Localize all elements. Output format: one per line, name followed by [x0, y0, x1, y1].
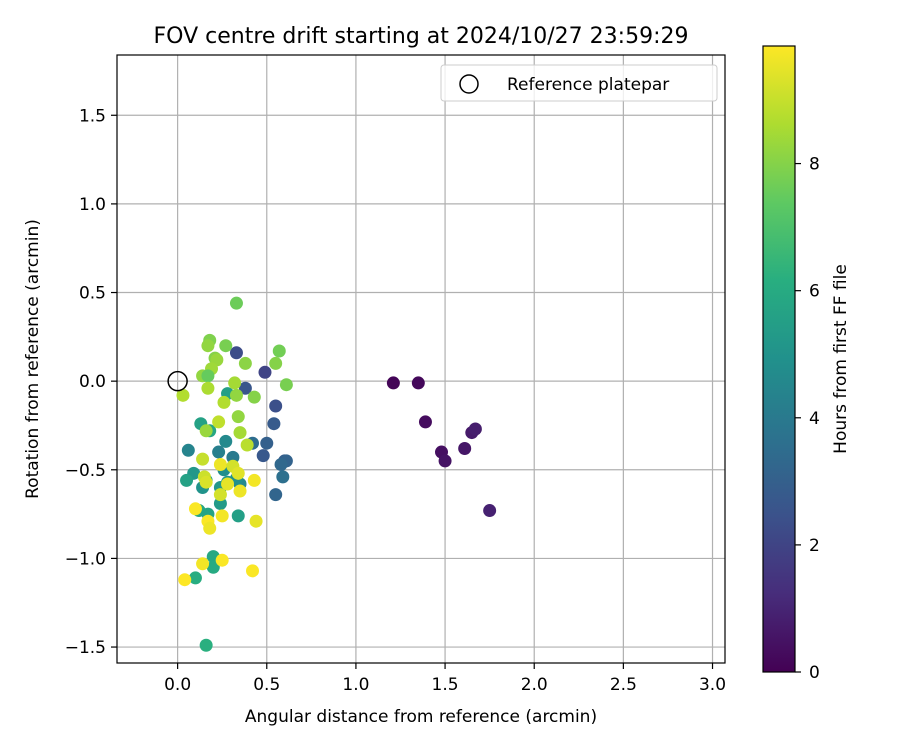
y-tick-label: −1.5	[65, 638, 106, 658]
scatter-point	[238, 381, 252, 395]
colorbar-tick-label: 8	[809, 155, 820, 175]
colorbar-tick-label: 0	[809, 663, 820, 683]
scatter-point	[247, 390, 261, 404]
scatter-point	[219, 434, 233, 448]
scatter-point	[201, 339, 215, 353]
scatter-point	[213, 457, 227, 471]
scatter-points	[176, 296, 497, 652]
y-tick-label: −0.5	[65, 461, 106, 481]
x-tick-label: 1.0	[342, 675, 369, 695]
x-tick-label: 3.0	[699, 675, 726, 695]
scatter-point	[213, 488, 227, 502]
legend: Reference platepar	[440, 64, 718, 102]
scatter-point	[212, 445, 226, 459]
scatter-point	[272, 344, 286, 358]
scatter-point	[438, 454, 452, 468]
y-tick-label: −1.0	[65, 549, 106, 569]
scatter-point	[217, 395, 231, 409]
reference-marker-group	[167, 370, 188, 392]
colorbar-label: Hours from first FF file	[831, 264, 851, 454]
scatter-point	[203, 521, 217, 535]
scatter-point	[269, 356, 283, 370]
x-tick-label: 0.5	[253, 675, 280, 695]
scatter-point	[196, 557, 210, 571]
legend-reference-marker	[459, 74, 479, 94]
scatter-point	[260, 436, 274, 450]
plot-frame	[116, 54, 726, 664]
scatter-point	[231, 410, 245, 424]
scatter-point	[212, 415, 226, 429]
scatter-point	[201, 369, 215, 383]
scatter-point	[201, 381, 215, 395]
x-tick-label: 2.5	[610, 675, 637, 695]
colorbar-tick-label: 2	[809, 536, 820, 556]
scatter-point	[256, 449, 270, 463]
scatter-point	[181, 443, 195, 457]
scatter-point	[240, 438, 254, 452]
scatter-point	[231, 466, 245, 480]
y-tick-label: 0.0	[79, 372, 106, 392]
scatter-point	[219, 339, 233, 353]
scatter-point	[247, 473, 261, 487]
scatter-point	[215, 553, 229, 567]
scatter-point	[233, 484, 247, 498]
scatter-point	[279, 378, 293, 392]
x-axis-ticks: 0.0 0.5 1.0 1.5 2.0 2.5 3.0	[164, 663, 726, 695]
legend-entry-reference: Reference platepar	[507, 75, 669, 95]
scatter-point	[215, 509, 229, 523]
x-tick-label: 0.0	[164, 675, 191, 695]
scatter-point	[276, 470, 290, 484]
scatter-point	[269, 399, 283, 413]
colorbar-tick-label: 4	[809, 409, 820, 429]
scatter-point	[238, 356, 252, 370]
x-axis-label: Angular distance from reference (arcmin)	[245, 707, 597, 727]
scatter-point	[206, 560, 220, 574]
scatter-point	[180, 473, 194, 487]
scatter-point	[221, 477, 235, 491]
colorbar-frame	[762, 45, 796, 673]
scatter-point	[176, 388, 190, 402]
x-tick-label: 2.0	[521, 675, 548, 695]
scatter-point	[411, 376, 425, 390]
scatter-point	[229, 296, 243, 310]
scatter-point	[418, 415, 432, 429]
scatter-point	[458, 442, 472, 456]
scatter-point	[188, 571, 202, 585]
scatter-point	[229, 346, 243, 360]
y-axis-ticks: −1.5 −1.0 −0.5 0.0 0.5 1.0 1.5	[65, 106, 117, 658]
scatter-point	[199, 475, 213, 489]
scatter-point	[233, 426, 247, 440]
y-tick-label: 1.0	[79, 195, 106, 215]
x-tick-label: 1.5	[432, 675, 459, 695]
scatter-point	[228, 376, 242, 390]
legend-box	[440, 64, 718, 102]
scatter-point	[386, 376, 400, 390]
y-axis-label: Rotation from reference (arcmin)	[23, 219, 43, 499]
colorbar-ticks: 0 2 4 6 8	[795, 155, 820, 683]
scatter-point	[468, 422, 482, 436]
reference-platepar-marker	[167, 370, 188, 392]
y-tick-label: 0.5	[79, 284, 106, 304]
scatter-point	[231, 509, 245, 523]
scatter-point	[274, 457, 288, 471]
scatter-point	[483, 504, 497, 518]
scatter-point	[246, 564, 260, 578]
scatter-point	[249, 514, 263, 528]
y-tick-label: 1.5	[79, 106, 106, 126]
scatter-point	[258, 365, 272, 379]
scatter-point	[188, 502, 202, 516]
chart-title: FOV centre drift starting at 2024/10/27 …	[154, 24, 689, 49]
scatter-point	[199, 638, 213, 652]
scatter-point	[229, 388, 243, 402]
scatter-point	[199, 424, 213, 438]
colorbar: 0 2 4 6 8 Hours from first FF file	[762, 45, 851, 683]
scatter-point	[196, 452, 210, 466]
scatter-point	[267, 417, 281, 431]
grid-lines	[117, 55, 725, 663]
colorbar-gradient	[763, 46, 795, 672]
scatter-point	[269, 488, 283, 502]
colorbar-tick-label: 6	[809, 282, 820, 302]
scatter-point	[178, 573, 192, 587]
